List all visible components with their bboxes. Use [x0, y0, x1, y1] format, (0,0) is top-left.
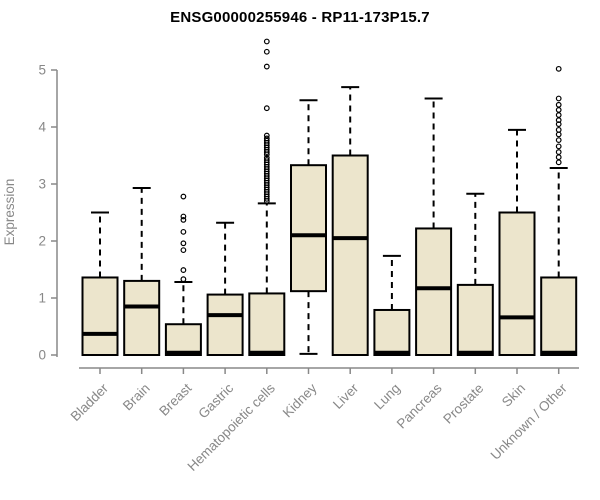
outlier-unknown-other — [555, 106, 562, 113]
chart-title: ENSG00000255946 - RP11-173P15.7 — [170, 9, 430, 26]
outlier-unknown-other — [555, 65, 562, 72]
box-gastric — [206, 293, 244, 356]
outlier-hematopoietic-cells — [263, 154, 270, 161]
outlier-unknown-other — [555, 143, 562, 150]
outlier-unknown-other — [555, 159, 562, 166]
outlier-breast — [180, 217, 187, 223]
outlier-breast — [180, 240, 187, 247]
x-tick-label-prostate: Prostate — [440, 381, 486, 427]
x-tick-label-skin: Skin — [499, 381, 528, 410]
outlier-breast — [180, 213, 187, 220]
box-bladder — [81, 276, 119, 357]
x-tick-label-breast: Breast — [156, 380, 194, 418]
x-tick-label-lung: Lung — [371, 381, 403, 413]
box-liver — [331, 154, 369, 356]
outlier-breast — [180, 276, 187, 283]
box-pancreas — [415, 227, 453, 357]
outlier-unknown-other — [555, 112, 562, 118]
outlier-unknown-other — [555, 154, 562, 161]
outlier-hematopoietic-cells — [263, 157, 270, 163]
y-tick-label-1: 1 — [38, 291, 46, 306]
box-skin — [498, 211, 536, 356]
y-tick-label-2: 2 — [38, 234, 46, 249]
outlier-hematopoietic-cells — [263, 132, 270, 139]
x-tick-label-pancreas: Pancreas — [394, 380, 445, 431]
x-tick-label-bladder: Bladder — [68, 380, 112, 424]
y-tick-label-0: 0 — [38, 348, 46, 363]
box-prostate — [456, 283, 494, 357]
outlier-hematopoietic-cells — [263, 48, 270, 55]
x-tick-label-brain: Brain — [120, 381, 153, 414]
box-breast — [164, 323, 202, 357]
outlier-breast — [180, 228, 187, 235]
y-axis-label: Expression — [2, 179, 17, 246]
outlier-hematopoietic-cells — [263, 63, 270, 70]
box-kidney — [290, 164, 327, 293]
outlier-unknown-other — [555, 101, 562, 108]
y-tick-label-4: 4 — [38, 120, 46, 135]
box-brain — [123, 279, 161, 356]
outlier-unknown-other — [555, 149, 562, 155]
y-tick-label-5: 5 — [38, 63, 46, 78]
outlier-hematopoietic-cells — [263, 38, 270, 45]
outlier-unknown-other — [555, 95, 562, 102]
box-hematopoietic-cells — [248, 292, 286, 357]
box-lung — [373, 308, 411, 356]
y-tick-label-3: 3 — [38, 177, 46, 192]
outlier-hematopoietic-cells — [263, 135, 270, 142]
outlier-unknown-other — [555, 131, 562, 138]
x-tick-label-gastric: Gastric — [195, 380, 236, 421]
x-tick-label-liver: Liver — [330, 380, 362, 412]
x-tick-label-kidney: Kidney — [280, 380, 320, 420]
outlier-breast — [180, 193, 187, 200]
outlier-breast — [180, 247, 187, 254]
x-tick-label-unknown-other: Unknown / Other — [488, 380, 571, 463]
box-unknown-other — [540, 276, 578, 357]
outlier-breast — [180, 267, 187, 273]
outlier-hematopoietic-cells — [263, 105, 270, 112]
outlier-unknown-other — [555, 137, 562, 144]
outlier-unknown-other — [555, 121, 562, 128]
outlier-unknown-other — [555, 126, 562, 133]
